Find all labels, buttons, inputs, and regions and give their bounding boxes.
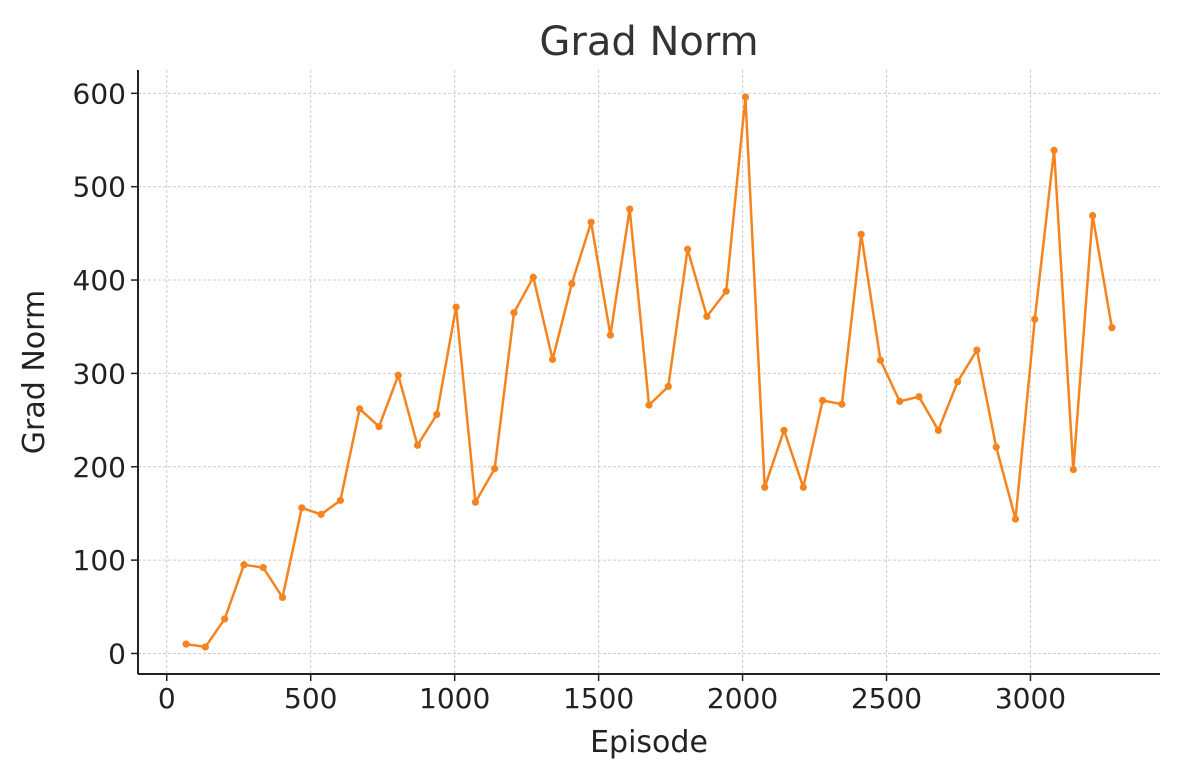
x-tick-label: 1000 — [419, 682, 490, 715]
data-point — [761, 483, 769, 491]
data-point — [645, 401, 653, 409]
data-point — [722, 287, 730, 295]
data-point — [221, 615, 229, 623]
ticks: 0 500 1000 1500 2000 2500 3000 0 100 200 300 400 500… — [73, 77, 1067, 715]
y-axis-label: Grad Norm — [17, 290, 52, 454]
y-tick-label: 100 — [73, 544, 126, 577]
x-tick-label: 2000 — [707, 682, 778, 715]
data-point — [915, 393, 923, 401]
data-point — [664, 382, 672, 391]
data-point — [587, 218, 595, 226]
data-point — [336, 496, 344, 504]
grid — [138, 70, 1160, 674]
data-point — [1050, 146, 1058, 154]
chart-title: Grad Norm — [539, 19, 758, 65]
x-tick-label: 2500 — [851, 682, 922, 715]
data-point — [606, 331, 615, 339]
data-point — [394, 371, 402, 379]
y-tick-label: 400 — [73, 264, 126, 297]
data-point — [954, 378, 962, 386]
data-point — [491, 465, 499, 473]
data-point — [1069, 465, 1077, 474]
data-point — [240, 561, 248, 569]
data-point — [510, 309, 518, 317]
data-point — [452, 303, 460, 311]
y-tick-label: 200 — [73, 451, 126, 484]
data-point — [934, 426, 942, 434]
data-point — [818, 396, 827, 405]
data-point — [375, 423, 383, 431]
y-tick-label: 0 — [108, 637, 126, 670]
data-point — [201, 643, 209, 651]
data-point — [896, 397, 904, 406]
axes — [137, 70, 1160, 675]
data-point — [857, 230, 865, 238]
data-point — [741, 93, 750, 101]
data-point — [1031, 315, 1039, 323]
data-point — [317, 510, 325, 518]
data-point — [433, 410, 441, 419]
data-point — [1011, 515, 1020, 523]
data-point — [992, 443, 1000, 451]
series-line — [185, 95, 1114, 649]
y-tick-label: 500 — [73, 171, 126, 204]
x-axis-label: Episode — [590, 725, 708, 760]
data-point — [182, 640, 190, 648]
series — [182, 93, 1116, 651]
data-point — [259, 563, 267, 572]
data-point — [548, 355, 557, 363]
data-point — [298, 504, 306, 512]
data-point — [876, 356, 885, 364]
data-point — [413, 441, 422, 449]
data-point — [838, 400, 846, 408]
x-tick-label: 3000 — [995, 682, 1066, 715]
x-tick-label: 1500 — [563, 682, 634, 715]
data-point — [703, 312, 711, 321]
y-tick-label: 300 — [73, 357, 126, 390]
data-point — [973, 346, 981, 354]
data-point — [529, 273, 537, 281]
data-point — [278, 593, 287, 602]
data-point — [471, 498, 480, 506]
data-point — [1089, 212, 1097, 220]
x-tick-label: 500 — [284, 682, 337, 715]
data-point — [780, 426, 788, 434]
data-point — [1108, 324, 1116, 332]
data-point — [356, 405, 364, 413]
data-point — [683, 245, 692, 253]
x-tick-label: 0 — [158, 682, 176, 715]
data-point — [568, 280, 576, 288]
data-point — [626, 205, 634, 213]
data-point — [799, 483, 807, 491]
y-tick-label: 600 — [73, 77, 126, 110]
